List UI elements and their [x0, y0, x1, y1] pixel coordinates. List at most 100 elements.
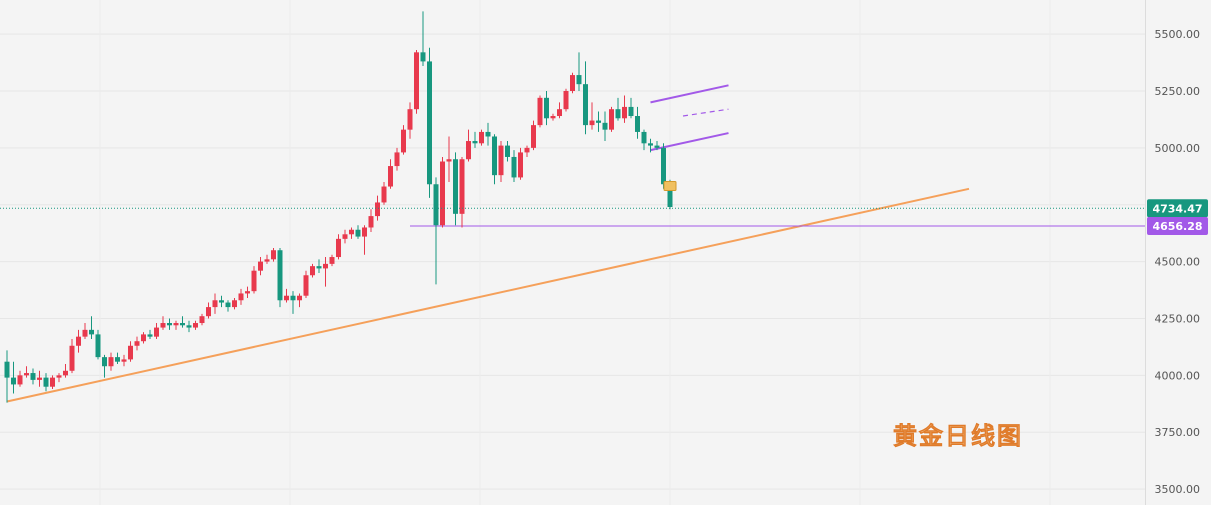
candle — [310, 263, 315, 278]
candle — [563, 88, 569, 112]
candle-body — [492, 136, 497, 176]
candle-body — [472, 141, 478, 144]
candle — [173, 320, 179, 330]
candle — [648, 138, 653, 153]
candle-body — [271, 250, 276, 260]
channel-mid-line — [682, 108, 729, 117]
candle — [524, 145, 530, 157]
candle-body — [446, 159, 452, 162]
candle-body — [141, 334, 146, 342]
candle — [245, 286, 250, 298]
candle — [167, 318, 172, 330]
candle — [602, 111, 608, 142]
candle — [225, 300, 231, 312]
candle-body — [511, 156, 517, 178]
candle-body — [498, 145, 504, 176]
candle-body — [238, 293, 244, 301]
candle — [420, 11, 426, 66]
trendline — [6, 187, 970, 403]
candle — [102, 354, 107, 378]
candle — [147, 329, 153, 339]
price-axis: 3500.003750.004000.004250.004500.004750.… — [1145, 0, 1201, 505]
candle — [316, 259, 322, 273]
candle-body — [336, 238, 341, 258]
candle-body — [342, 234, 348, 239]
candle — [199, 313, 205, 326]
candle-body — [524, 147, 530, 153]
candle — [271, 247, 276, 262]
candle — [485, 122, 491, 146]
candle-body — [115, 357, 120, 362]
candle — [518, 147, 523, 180]
candle — [472, 131, 478, 148]
candle — [635, 106, 640, 139]
candle-body — [193, 323, 198, 328]
candle — [531, 120, 536, 151]
candle — [186, 320, 192, 333]
candle — [641, 129, 647, 151]
candle-body — [63, 370, 68, 376]
candle — [63, 363, 68, 378]
candle — [232, 297, 237, 310]
candle-body — [297, 295, 302, 301]
candle — [557, 102, 562, 119]
candle-body — [310, 266, 315, 276]
candle — [368, 209, 374, 233]
candle-body — [563, 90, 569, 110]
candle-body — [17, 375, 23, 385]
candle-body — [654, 145, 660, 148]
candle — [589, 102, 595, 130]
candle-body — [89, 329, 94, 335]
candle-body — [50, 377, 55, 387]
candle-body — [505, 145, 510, 157]
candle — [4, 350, 10, 403]
candle — [355, 225, 361, 239]
candle-body — [667, 184, 673, 208]
candle — [69, 338, 75, 374]
candle-body — [518, 152, 523, 178]
candle — [576, 52, 582, 91]
grid-lines — [0, 33, 1145, 490]
candle-body — [466, 141, 471, 160]
candle-body — [180, 323, 185, 326]
candle — [193, 320, 198, 330]
candle-body — [635, 116, 640, 132]
support-price-tag-text: 4656.28 — [1152, 220, 1202, 233]
candle — [498, 141, 504, 182]
candle — [407, 102, 413, 139]
candle — [154, 323, 159, 339]
candle — [362, 225, 367, 255]
candle-body — [128, 345, 133, 360]
candle — [50, 375, 55, 389]
y-tick-label: 4500.00 — [1155, 256, 1201, 269]
candle — [303, 270, 309, 298]
candle-body — [557, 109, 562, 117]
y-tick-label: 5500.00 — [1155, 28, 1201, 41]
candle — [329, 254, 335, 267]
candle — [622, 95, 627, 123]
candle — [570, 72, 575, 94]
candle-body — [225, 302, 231, 308]
candle — [394, 147, 400, 171]
candle-body — [609, 109, 614, 130]
candle-body — [134, 341, 140, 346]
candle — [115, 352, 120, 364]
candle-body — [290, 295, 296, 301]
candle — [128, 341, 133, 362]
candle — [453, 152, 458, 226]
candle-body — [375, 202, 380, 217]
candle — [596, 111, 601, 132]
candle — [219, 295, 224, 308]
y-tick-label: 3750.00 — [1155, 426, 1201, 439]
candle — [89, 316, 94, 339]
candle-body — [648, 143, 653, 146]
candle — [615, 97, 621, 121]
candle — [446, 136, 452, 182]
candle — [264, 254, 270, 264]
candle-body — [388, 166, 393, 187]
candle-body — [277, 250, 283, 301]
candle-body — [589, 120, 595, 126]
candle — [238, 288, 244, 305]
